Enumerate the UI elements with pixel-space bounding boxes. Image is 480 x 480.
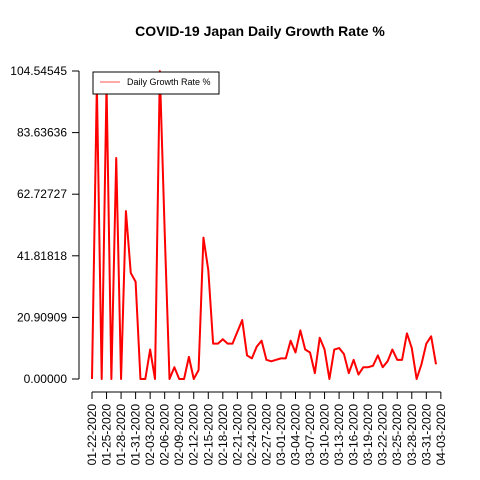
x-tick-label: 01-31-2020 — [129, 404, 143, 466]
y-tick-label: 83.63636 — [17, 126, 67, 140]
x-tick-label: 03-13-2020 — [332, 404, 346, 466]
x-tick-label: 01-28-2020 — [114, 404, 128, 466]
x-tick-label: 02-15-2020 — [201, 404, 215, 466]
x-tick-label: 02-12-2020 — [187, 404, 201, 466]
y-axis: 0.00000 20.90909 41.81818 62.72727 83.63636 1… — [10, 64, 80, 386]
y-tick-label: 20.90909 — [17, 310, 67, 324]
y-tick-label: 41.81818 — [17, 249, 67, 263]
chart-title: COVID-19 Japan Daily Growth Rate % — [135, 23, 385, 39]
y-tick-label: 104.54545 — [10, 64, 67, 78]
x-tick-label: 03-01-2020 — [274, 404, 288, 466]
legend: Daily Growth Rate % — [92, 71, 220, 95]
x-tick-label: 02-18-2020 — [216, 404, 230, 466]
x-tick-label: 03-31-2020 — [419, 404, 433, 466]
x-tick-label: 03-28-2020 — [405, 404, 419, 466]
x-tick-label: 02-09-2020 — [172, 404, 186, 466]
x-tick-label: 01-25-2020 — [100, 404, 114, 466]
x-tick-label: 02-24-2020 — [245, 404, 259, 466]
legend-box — [92, 71, 220, 95]
y-tick-label: 0.00000 — [24, 372, 68, 386]
x-tick-label: 03-04-2020 — [288, 404, 302, 466]
series-layer — [91, 70, 437, 380]
x-tick-label: 02-06-2020 — [158, 404, 172, 466]
x-tick-label: 04-03-2020 — [434, 404, 448, 466]
x-tick-label: 02-21-2020 — [230, 404, 244, 466]
x-tick-label: 03-10-2020 — [318, 404, 332, 466]
x-tick-label: 03-16-2020 — [347, 404, 361, 466]
x-tick-label: 02-27-2020 — [259, 404, 273, 466]
x-axis: 01-22-2020 01-25-2020 01-28-2020 01-31-2020… — [85, 391, 448, 466]
x-tick-label: 03-25-2020 — [390, 404, 404, 466]
x-tick-label: 01-22-2020 — [85, 404, 99, 466]
legend-label: Daily Growth Rate % — [127, 77, 211, 87]
x-tick-label: 02-03-2020 — [143, 404, 157, 466]
x-tick-label: 03-07-2020 — [303, 404, 317, 466]
y-tick-label: 62.72727 — [17, 187, 67, 201]
x-tick-label: 03-19-2020 — [361, 404, 375, 466]
series-line — [91, 70, 437, 380]
x-tick-label: 03-22-2020 — [376, 404, 390, 466]
